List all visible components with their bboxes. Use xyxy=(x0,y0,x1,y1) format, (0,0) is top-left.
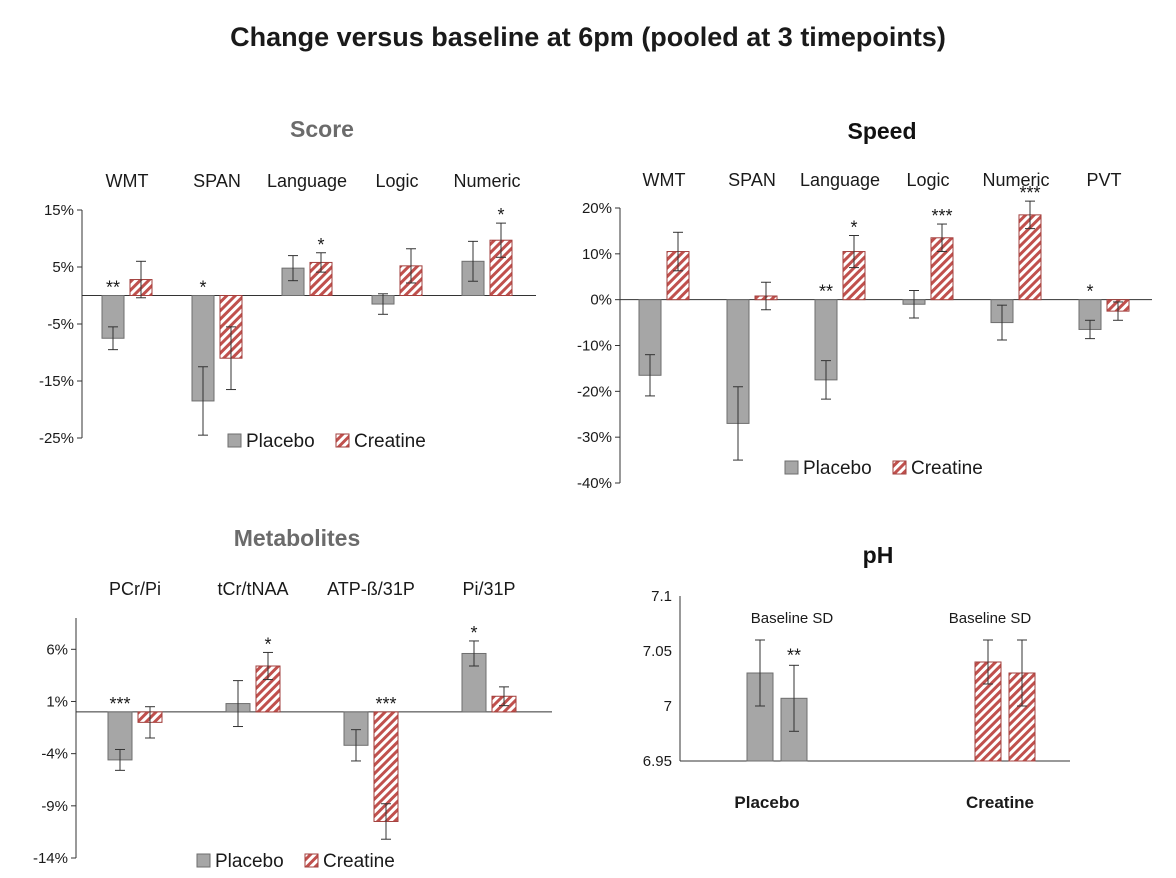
speed-significance-marker: *** xyxy=(931,206,952,226)
score-category-label: SPAN xyxy=(193,171,241,191)
metabolites-y-tick-label: 6% xyxy=(46,641,68,658)
metabolites-bar-creatine xyxy=(373,711,399,822)
speed-significance-marker: *** xyxy=(1019,183,1040,203)
score-significance-marker: * xyxy=(497,205,504,225)
ph-chart: pH 7.1 7.05 7 6.95 Placebo Baseline SD ** Creati… xyxy=(643,542,1070,812)
speed-significance-marker: * xyxy=(850,218,857,238)
metabolites-chart: Metabolites 6% 1% -4% -9% -14% PCr/Pi *** tCr/tN… xyxy=(33,525,552,872)
metabolites-legend-creatine-swatch xyxy=(304,853,319,868)
metabolites-category-label: Pi/31P xyxy=(462,579,515,599)
score-y-tick-label: 15% xyxy=(44,202,74,219)
ph-y-tick-label: 7.1 xyxy=(651,588,672,605)
speed-category-label: Language xyxy=(800,170,880,190)
score-legend-creatine-label: Creatine xyxy=(354,431,426,452)
speed-chart: Speed 20% 10% 0% -10% -20% -30% -40% WMT SPAN Lang… xyxy=(577,118,1152,492)
speed-significance-marker: ** xyxy=(819,282,833,302)
speed-legend-placebo-swatch xyxy=(784,460,799,475)
speed-title: Speed xyxy=(847,118,916,144)
speed-category-label: PVT xyxy=(1086,170,1121,190)
ph-group-label: Creatine xyxy=(966,793,1034,812)
metabolites-legend-placebo-swatch xyxy=(196,853,211,868)
speed-category-label: SPAN xyxy=(728,170,776,190)
metabolites-title: Metabolites xyxy=(234,525,361,551)
ph-baseline-sd-annotation: Baseline SD xyxy=(949,610,1032,627)
metabolites-y-tick-label: -14% xyxy=(33,850,68,867)
speed-category-label: WMT xyxy=(643,170,686,190)
metabolites-category-label: ATP-ß/31P xyxy=(327,579,415,599)
speed-y-tick-label: 10% xyxy=(582,246,612,263)
score-y-tick-label: -25% xyxy=(39,430,74,447)
speed-y-tick-label: -10% xyxy=(577,338,612,355)
speed-legend-placebo-label: Placebo xyxy=(803,458,872,479)
speed-y-tick-label: 0% xyxy=(590,292,612,309)
metabolites-significance-marker: *** xyxy=(375,694,396,714)
ph-significance-marker: ** xyxy=(787,645,801,665)
ph-title: pH xyxy=(863,542,894,568)
ph-bar-creatine xyxy=(974,661,1002,762)
metabolites-significance-marker: * xyxy=(470,623,477,643)
speed-y-tick-label: -30% xyxy=(577,429,612,446)
speed-category-label: Numeric xyxy=(982,170,1049,190)
metabolites-category-label: tCr/tNAA xyxy=(217,579,288,599)
metabolites-legend-creatine-label: Creatine xyxy=(323,851,395,872)
speed-significance-marker: * xyxy=(1086,282,1093,302)
ph-group-label: Placebo xyxy=(734,793,799,812)
score-category-label: Logic xyxy=(375,171,418,191)
metabolites-y-tick-label: -4% xyxy=(41,746,68,763)
metabolites-legend-placebo-label: Placebo xyxy=(215,851,284,872)
score-significance-marker: * xyxy=(199,278,206,298)
score-category-label: Numeric xyxy=(453,171,520,191)
score-y-tick-label: 5% xyxy=(52,259,74,276)
score-title: Score xyxy=(290,116,354,142)
speed-legend-creatine-swatch xyxy=(892,460,907,475)
ph-y-tick-label: 7.05 xyxy=(643,643,672,660)
score-legend-creatine-swatch xyxy=(335,433,350,448)
speed-y-tick-label: -20% xyxy=(577,383,612,400)
metabolites-y-tick-label: 1% xyxy=(46,693,68,710)
metabolites-significance-marker: *** xyxy=(109,694,130,714)
score-category-label: WMT xyxy=(106,171,149,191)
score-y-tick-label: -5% xyxy=(47,316,74,333)
score-significance-marker: ** xyxy=(106,278,120,298)
score-y-tick-label: -15% xyxy=(39,373,74,390)
speed-category-label: Logic xyxy=(906,170,949,190)
ph-y-tick-label: 6.95 xyxy=(643,753,672,770)
metabolites-y-tick-label: -9% xyxy=(41,798,68,815)
ph-baseline-sd-annotation: Baseline SD xyxy=(751,610,834,627)
score-chart: Score15%5%-5%-15%-25%WMT**SPAN*Language*… xyxy=(39,116,536,452)
score-legend-placebo-swatch xyxy=(227,433,242,448)
figure-title: Change versus baseline at 6pm (pooled at… xyxy=(230,22,946,52)
score-legend-placebo-label: Placebo xyxy=(246,431,315,452)
metabolites-category-label: PCr/Pi xyxy=(109,579,161,599)
speed-legend-creatine-label: Creatine xyxy=(911,458,983,479)
metabolites-significance-marker: * xyxy=(264,634,271,654)
speed-y-tick-label: -40% xyxy=(577,475,612,492)
speed-y-tick-label: 20% xyxy=(582,200,612,217)
ph-y-tick-label: 7 xyxy=(664,698,672,715)
score-category-label: Language xyxy=(267,171,347,191)
score-significance-marker: * xyxy=(317,235,324,255)
